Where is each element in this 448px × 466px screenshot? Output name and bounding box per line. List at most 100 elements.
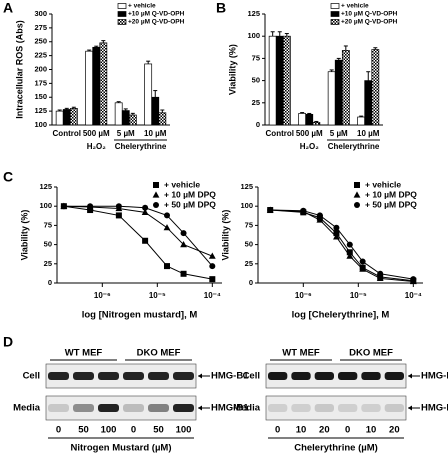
row-label: Cell — [243, 371, 260, 382]
x-tick-label: Control — [266, 129, 294, 138]
marker — [180, 270, 187, 277]
y-tick-label: 100 — [247, 31, 260, 40]
marker — [115, 203, 122, 210]
y-tick-label: 50 — [245, 240, 253, 249]
marker — [152, 191, 160, 198]
arrow-head — [198, 373, 202, 379]
legend-label: +10 µM Q-VD-OPH — [341, 11, 398, 18]
lane-label: 100 — [101, 425, 117, 436]
marker — [209, 276, 216, 283]
y-axis-label: Viability (%) — [227, 44, 237, 95]
error-bar — [314, 120, 319, 123]
bar — [99, 42, 108, 126]
lane-label: 0 — [56, 425, 61, 436]
error-bar — [284, 33, 289, 37]
blot-band — [384, 404, 404, 412]
legend-label: + vehicle — [128, 3, 156, 10]
bar — [69, 107, 78, 126]
legend-swatch — [330, 3, 340, 9]
y-tick-label: 25 — [252, 98, 260, 107]
marker — [142, 237, 149, 244]
bar — [128, 114, 137, 126]
marker — [316, 212, 323, 219]
band-label: HMG-B1 — [211, 371, 249, 382]
marker — [141, 208, 149, 215]
x-tick-label: 10 µM — [144, 129, 167, 138]
legend-swatch — [330, 11, 340, 17]
lane-label: 50 — [78, 425, 89, 436]
blot-band — [173, 404, 194, 412]
band-label: HMG-B1 — [421, 403, 448, 414]
y-tick-label: 100 — [240, 201, 253, 210]
x-tick-label: 10⁻⁶ — [295, 291, 312, 300]
y-tick-label: 100 — [39, 201, 52, 210]
legend-swatch — [117, 11, 127, 17]
band-label: HMG-B1 — [211, 403, 249, 414]
bar — [62, 109, 71, 126]
marker — [115, 212, 122, 219]
blot-band — [148, 404, 169, 412]
marker — [359, 258, 366, 265]
error-bar — [336, 57, 341, 61]
error-bar — [101, 40, 106, 43]
y-tick-label: 125 — [247, 9, 260, 18]
legend-label: + vehicle — [365, 179, 401, 189]
error-bar — [373, 47, 378, 50]
blot-band — [361, 404, 381, 412]
arrow-head — [198, 405, 202, 411]
group-label: H₂O₂ — [300, 142, 320, 151]
error-bar — [343, 45, 348, 51]
x-tick-label: 10⁻⁴ — [204, 291, 221, 300]
blot-band — [361, 372, 381, 380]
lane-label: 20 — [319, 425, 330, 436]
blot-band — [123, 404, 144, 412]
marker — [346, 241, 353, 248]
blot-band — [291, 404, 311, 412]
bar — [341, 50, 350, 126]
x-axis-label: log [Chelerythrine], M — [292, 310, 390, 321]
legend-swatch — [117, 3, 127, 9]
blot-band — [384, 372, 404, 380]
x-tick-label: 500 µM — [296, 129, 323, 138]
series-line — [270, 209, 414, 282]
marker — [333, 224, 340, 231]
group-label: Chelerythrine — [115, 142, 167, 151]
bar — [312, 121, 321, 126]
y-tick-label: 0 — [256, 120, 260, 129]
marker — [163, 224, 171, 231]
marker — [267, 207, 274, 214]
marker — [164, 263, 170, 270]
group-label: Chelerythrine — [328, 142, 380, 151]
blot-band — [338, 404, 358, 412]
group-label: H₂O₂ — [87, 142, 107, 151]
error-bar — [87, 49, 92, 52]
group-label: DKO MEF — [349, 348, 393, 359]
error-bar — [57, 109, 62, 112]
marker — [153, 182, 159, 188]
group-label: DKO MEF — [137, 348, 181, 359]
y-axis-label: Intracellular ROS (Abs) — [14, 20, 24, 119]
y-tick-label: 50 — [252, 76, 260, 85]
bar — [275, 35, 284, 126]
marker — [333, 230, 340, 237]
error-bar — [116, 101, 121, 103]
error-bar — [71, 106, 76, 109]
lane-label: 50 — [153, 425, 164, 436]
bar — [334, 59, 343, 126]
x-tick-label: Control — [53, 129, 81, 138]
y-tick-label: 125 — [240, 182, 253, 191]
y-tick-label: 125 — [34, 106, 47, 115]
legend-swatch — [330, 19, 340, 25]
series-line — [63, 205, 213, 257]
x-tick-label: 10⁻⁴ — [405, 291, 422, 300]
legend-label: +20 µM Q-VD-OPH — [341, 19, 398, 26]
x-tick-label: 5 µM — [117, 129, 135, 138]
error-bar — [359, 115, 364, 118]
blot-band — [268, 372, 288, 380]
group-label: WT MEF — [282, 348, 320, 359]
blot-xlabel: Chelerythrine (µM) — [294, 443, 378, 454]
blot-band — [73, 404, 94, 412]
blot-band — [148, 372, 169, 380]
panel-label: A — [3, 0, 13, 16]
